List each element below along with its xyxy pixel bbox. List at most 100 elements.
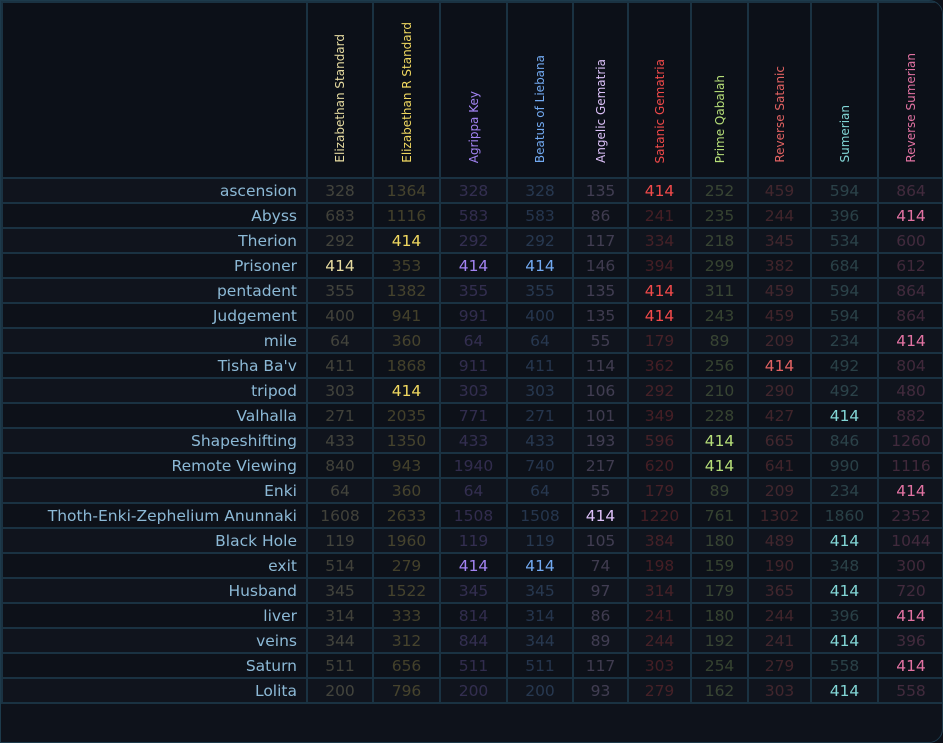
row-phrase[interactable]: Lolita: [1, 677, 308, 704]
column-header[interactable]: Agrippa Key: [439, 1, 508, 179]
value-cell: 279: [372, 552, 441, 579]
row-phrase[interactable]: Abyss: [1, 202, 308, 229]
row-phrase[interactable]: Saturn: [1, 652, 308, 679]
value-cell: 64: [439, 477, 508, 504]
column-header[interactable]: Reverse Satanic: [747, 1, 812, 179]
value-cell: 192: [690, 627, 749, 654]
value-cell: 534: [810, 227, 879, 254]
cell-value: 433: [325, 431, 355, 450]
column-header[interactable]: Satanic Gematria: [627, 1, 692, 179]
row-phrase[interactable]: exit: [1, 552, 308, 579]
cell-value: 600: [896, 231, 926, 250]
cell-value: 459: [764, 306, 795, 325]
value-cell: 241: [627, 602, 692, 629]
value-cell: 396: [810, 602, 879, 629]
row-phrase[interactable]: veins: [1, 627, 308, 654]
value-cell: 179: [690, 577, 749, 604]
column-header[interactable]: Beatus of Liebana: [506, 1, 574, 179]
value-cell: 303: [306, 377, 374, 404]
row-phrase[interactable]: Valhalla: [1, 402, 308, 429]
table-row: mile 64 360 64 64 55 179 89 209 234 414: [1, 327, 942, 354]
value-cell: 846: [810, 427, 879, 454]
cell-value: 665: [764, 431, 795, 450]
cell-value: 1508: [453, 506, 494, 525]
value-cell: 1860: [810, 502, 879, 529]
value-cell: 1220: [627, 502, 692, 529]
value-cell: 312: [372, 627, 441, 654]
row-phrase[interactable]: Remote Viewing: [1, 452, 308, 479]
cell-value: 334: [644, 231, 675, 250]
cell-value: 271: [325, 406, 355, 425]
row-phrase[interactable]: mile: [1, 327, 308, 354]
value-cell: 511: [439, 652, 508, 679]
column-header-label: Satanic Gematria: [652, 58, 667, 163]
value-cell: 218: [690, 227, 749, 254]
column-header[interactable]: Sumerian: [810, 1, 879, 179]
cell-value: 292: [525, 231, 555, 250]
row-phrase[interactable]: Shapeshifting: [1, 427, 308, 454]
cell-value: 414: [525, 556, 555, 575]
row-phrase[interactable]: ascension: [1, 177, 308, 204]
cell-value: 241: [644, 206, 675, 225]
row-phrase[interactable]: Tisha Ba'v: [1, 352, 308, 379]
row-phrase[interactable]: liver: [1, 602, 308, 629]
cell-value: 414: [704, 456, 735, 475]
value-cell: 360: [372, 327, 441, 354]
cell-value: 1382: [386, 281, 427, 300]
value-cell: 234: [810, 327, 879, 354]
value-cell: 119: [506, 527, 574, 554]
column-header[interactable]: Elizabethan Standard: [306, 1, 374, 179]
value-cell: 414: [877, 652, 942, 679]
cell-value: 292: [325, 231, 355, 250]
cell-value: 256: [704, 356, 735, 375]
table-row: Black Hole 119 1960 119 119 105 384 180 489 414 10…: [1, 527, 942, 554]
row-phrase[interactable]: Therion: [1, 227, 308, 254]
value-cell: 198: [627, 552, 692, 579]
row-phrase[interactable]: pentadent: [1, 277, 308, 304]
value-cell: 1508: [439, 502, 508, 529]
value-cell: 345: [439, 577, 508, 604]
row-phrase[interactable]: tripod: [1, 377, 308, 404]
value-cell: 991: [439, 302, 508, 329]
column-header[interactable]: Angelic Gematria: [572, 1, 629, 179]
row-phrase[interactable]: Black Hole: [1, 527, 308, 554]
row-phrase[interactable]: Judgement: [1, 302, 308, 329]
column-header[interactable]: Elizabethan R Standard: [372, 1, 441, 179]
cell-value: 846: [829, 431, 860, 450]
value-cell: 414: [439, 252, 508, 279]
table-row: liver 314 333 814 314 86 241 180 244 396 414: [1, 602, 942, 629]
value-cell: 414: [506, 252, 574, 279]
cell-value: 55: [590, 481, 611, 500]
table-row: Judgement 400 941 991 400 135 414 243 459 594 864: [1, 302, 942, 329]
value-cell: 594: [810, 277, 879, 304]
cell-value: 119: [325, 531, 355, 550]
value-cell: 243: [690, 302, 749, 329]
cell-value: 64: [530, 331, 550, 350]
row-phrase[interactable]: Enki: [1, 477, 308, 504]
value-cell: 303: [506, 377, 574, 404]
value-cell: 303: [747, 677, 812, 704]
value-cell: 594: [810, 177, 879, 204]
cell-value: 89: [709, 481, 730, 500]
cell-value: 328: [525, 181, 555, 200]
cell-value: 64: [530, 481, 550, 500]
row-phrase[interactable]: Thoth-Enki-Zephelium Anunnaki: [1, 502, 308, 529]
cell-value: 596: [644, 431, 675, 450]
value-cell: 217: [572, 452, 629, 479]
column-header[interactable]: Reverse Sumerian: [877, 1, 942, 179]
value-cell: 314: [627, 577, 692, 604]
value-cell: 89: [572, 627, 629, 654]
cell-value: 414: [458, 256, 489, 275]
row-phrase[interactable]: Husband: [1, 577, 308, 604]
cell-value: 492: [829, 381, 860, 400]
cell-value: 279: [644, 681, 675, 700]
value-cell: 159: [690, 552, 749, 579]
column-header[interactable]: Prime Qabalah: [690, 1, 749, 179]
row-phrase[interactable]: Prisoner: [1, 252, 308, 279]
value-cell: 114: [572, 352, 629, 379]
cell-value: 64: [463, 481, 484, 500]
value-cell: 210: [690, 377, 749, 404]
cell-value: 2035: [386, 406, 427, 425]
cell-value: 414: [391, 231, 422, 250]
value-cell: 414: [306, 252, 374, 279]
